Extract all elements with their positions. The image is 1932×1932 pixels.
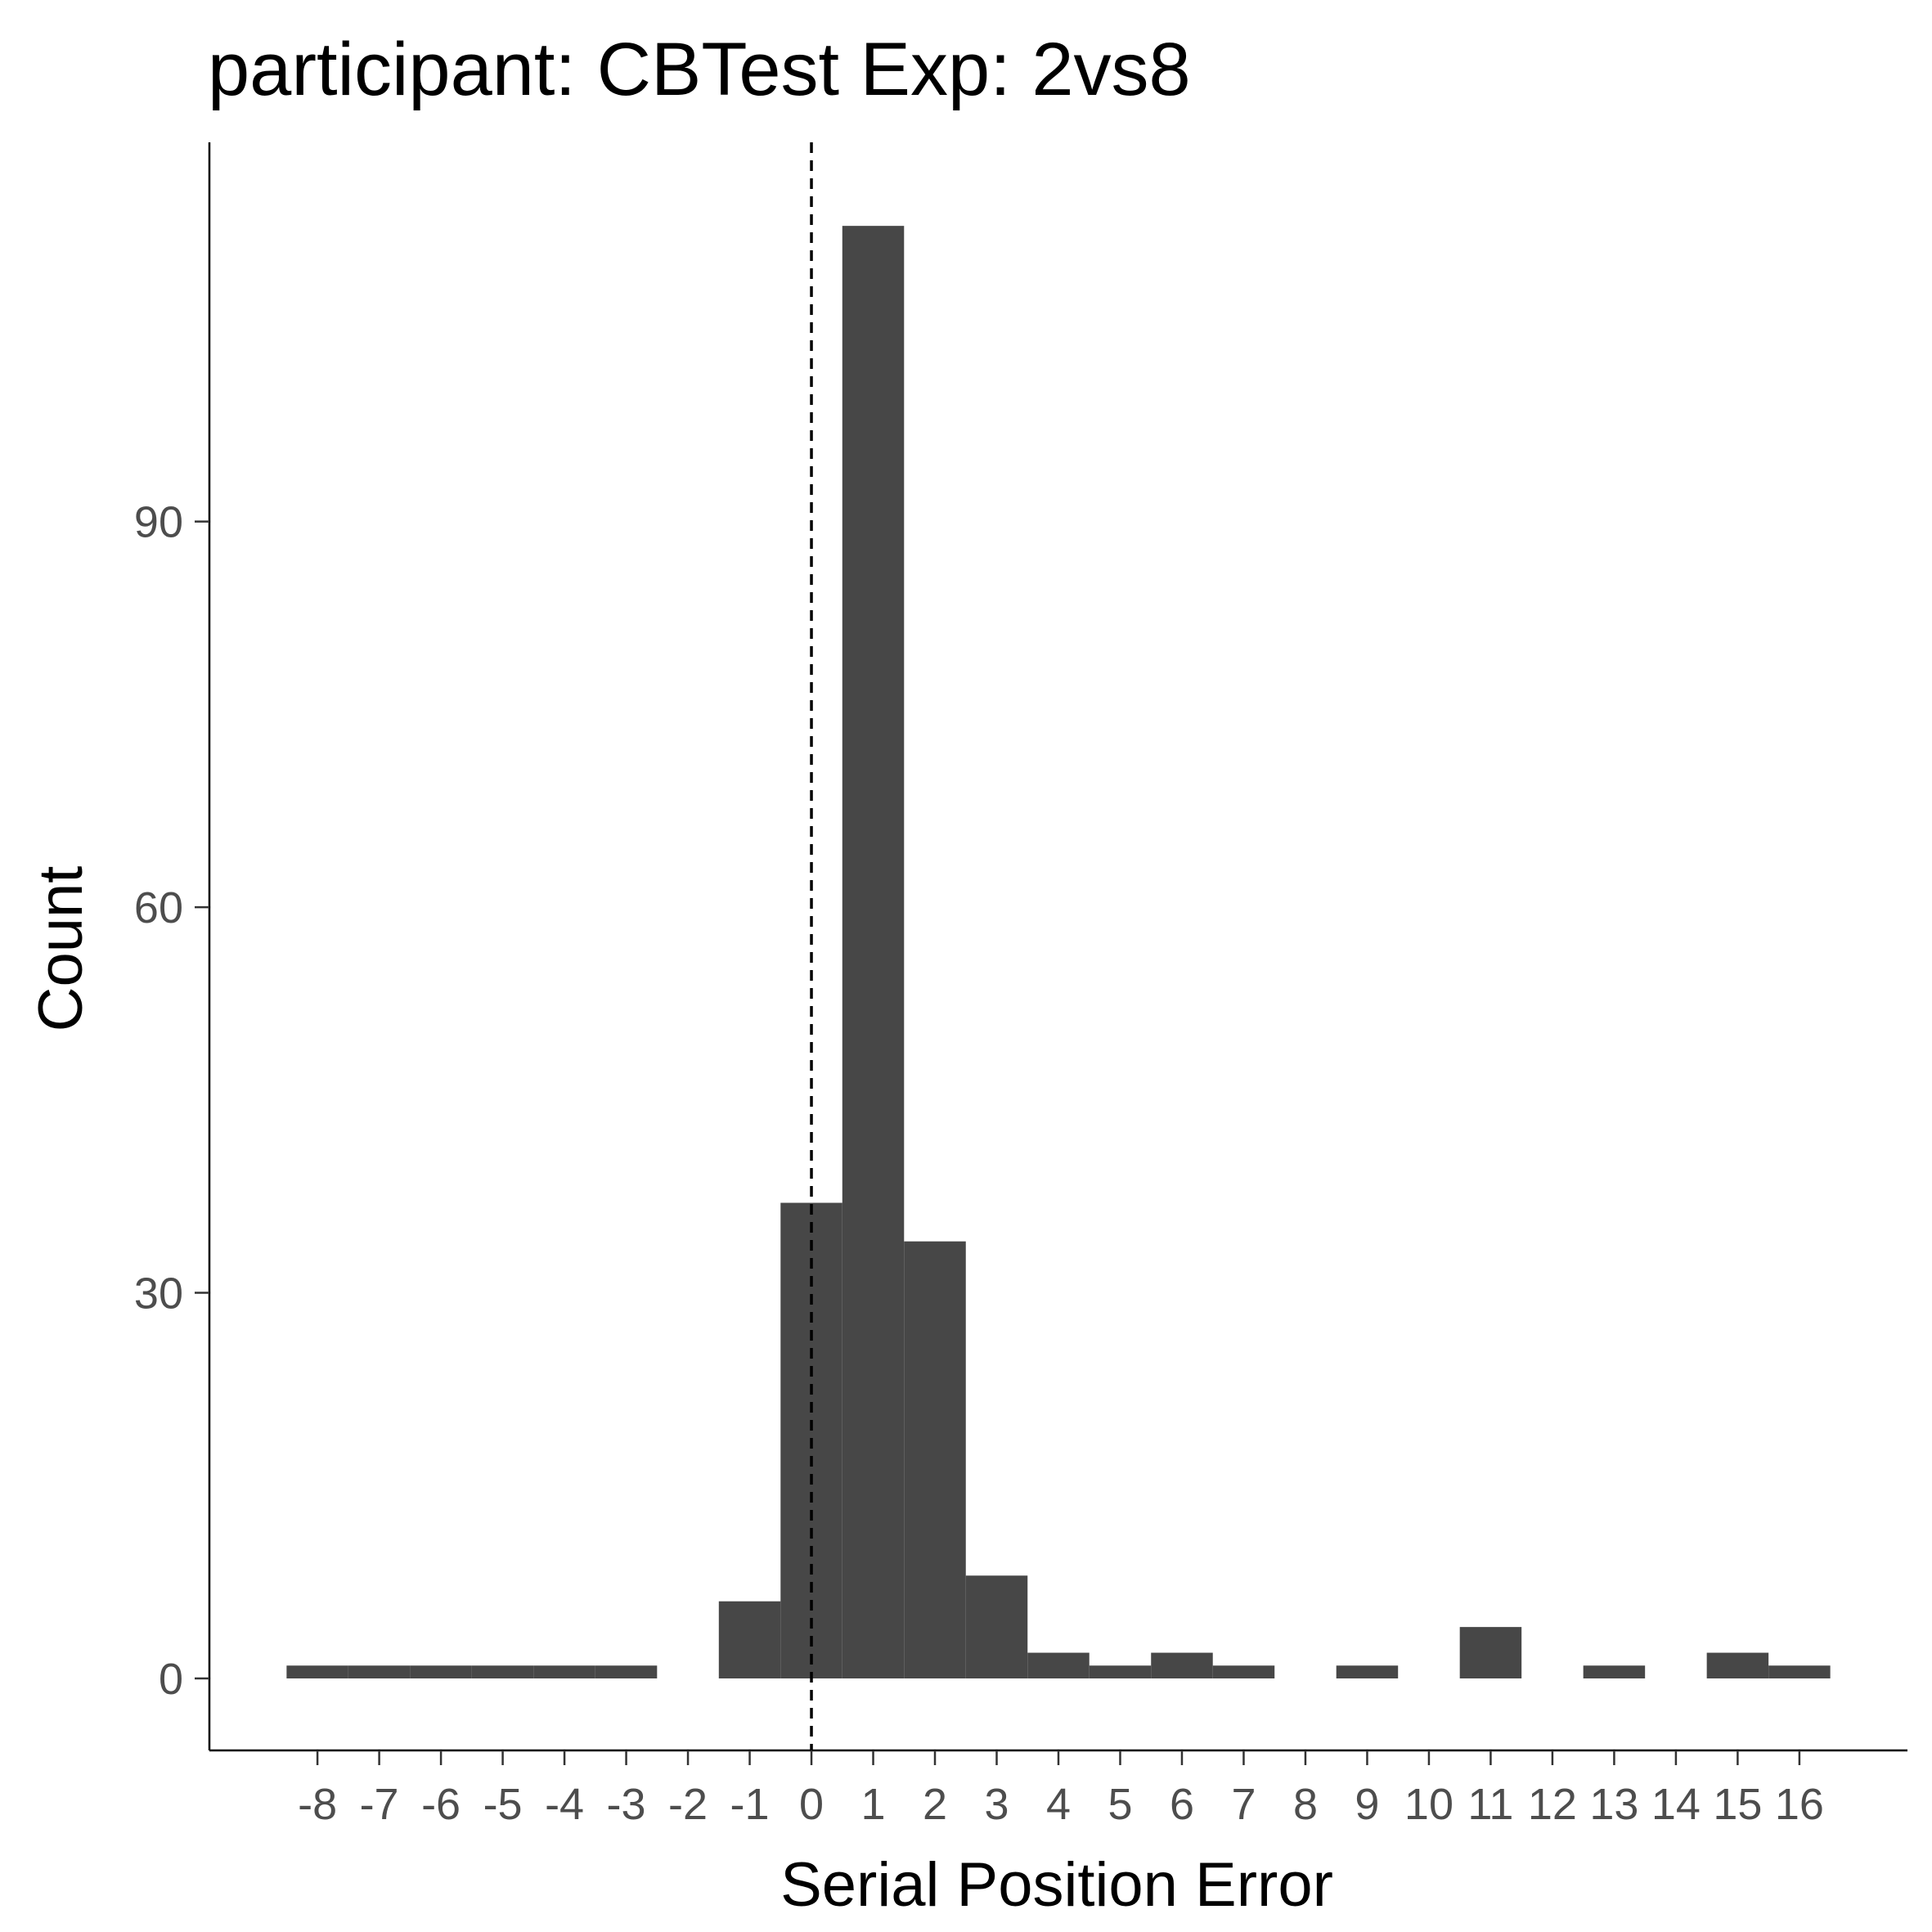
bar-x-16 — [1768, 1665, 1831, 1678]
bar-x-7 — [1212, 1665, 1275, 1678]
x-tick-label-14: 14 — [1651, 1780, 1701, 1829]
x-tick-label--8: -8 — [298, 1780, 337, 1829]
x-tick-label-15: 15 — [1713, 1780, 1762, 1829]
x-tick-label-11: 11 — [1467, 1780, 1513, 1829]
bar-x-2 — [904, 1241, 966, 1678]
x-tick-label-6: 6 — [1170, 1780, 1194, 1829]
x-axis-title: Serial Position Error — [780, 1850, 1333, 1920]
bar-x-15 — [1706, 1652, 1769, 1678]
y-tick-label-90: 90 — [134, 498, 183, 547]
bar-x--8 — [286, 1665, 348, 1678]
bar-x--3 — [595, 1665, 658, 1678]
x-tick-label-9: 9 — [1355, 1780, 1379, 1829]
x-tick-label-2: 2 — [923, 1780, 947, 1829]
x-tick-label-0: 0 — [799, 1780, 824, 1829]
bar-x--1 — [718, 1601, 781, 1678]
x-tick-label--7: -7 — [360, 1780, 399, 1829]
bar-x-13 — [1583, 1665, 1646, 1678]
x-tick-label-10: 10 — [1404, 1780, 1453, 1829]
bar-x-1 — [842, 226, 905, 1678]
bar-x-6 — [1151, 1652, 1213, 1678]
bars — [286, 226, 1831, 1678]
x-tick-label-16: 16 — [1775, 1780, 1824, 1829]
x-tick-label-7: 7 — [1231, 1780, 1256, 1829]
x-tick-label--1: -1 — [730, 1780, 770, 1829]
x-tick-label--4: -4 — [545, 1780, 584, 1829]
bar-x-5 — [1089, 1665, 1152, 1678]
x-tick-label-8: 8 — [1293, 1780, 1318, 1829]
chart-title: participant: CBTest Exp: 2vs8 — [208, 28, 1191, 111]
x-tick-label-12: 12 — [1528, 1780, 1577, 1829]
y-tick-label-0: 0 — [159, 1655, 183, 1704]
x-tick-label-13: 13 — [1589, 1780, 1638, 1829]
y-tick-label-30: 30 — [134, 1269, 183, 1319]
bar-x--4 — [533, 1665, 595, 1678]
x-tick-label-1: 1 — [861, 1780, 886, 1829]
x-tick-label--2: -2 — [668, 1780, 708, 1829]
y-axis-ticks: 0 30 60 90 — [134, 498, 209, 1704]
x-tick-label--5: -5 — [483, 1780, 523, 1829]
x-tick-label-5: 5 — [1108, 1780, 1132, 1829]
bar-x-9 — [1336, 1665, 1399, 1678]
y-axis-title: Count — [26, 866, 96, 1032]
x-tick-label--3: -3 — [607, 1780, 646, 1829]
x-axis-ticks: -8 -7 -6 -5 -4 -3 -2 -1 0 1 2 3 4 5 6 7 8 9 10 11 12 13 14 15 16 — [298, 1750, 1824, 1829]
bar-x--7 — [348, 1665, 411, 1678]
x-tick-label--6: -6 — [421, 1780, 461, 1829]
x-tick-label-4: 4 — [1046, 1780, 1071, 1829]
bar-x-4 — [1027, 1652, 1090, 1678]
x-tick-label-3: 3 — [984, 1780, 1009, 1829]
bar-x--6 — [410, 1665, 472, 1678]
bar-x-3 — [965, 1575, 1028, 1678]
bar-x-11 — [1459, 1627, 1522, 1678]
bar-x--5 — [471, 1665, 534, 1678]
y-tick-label-60: 60 — [134, 883, 183, 932]
